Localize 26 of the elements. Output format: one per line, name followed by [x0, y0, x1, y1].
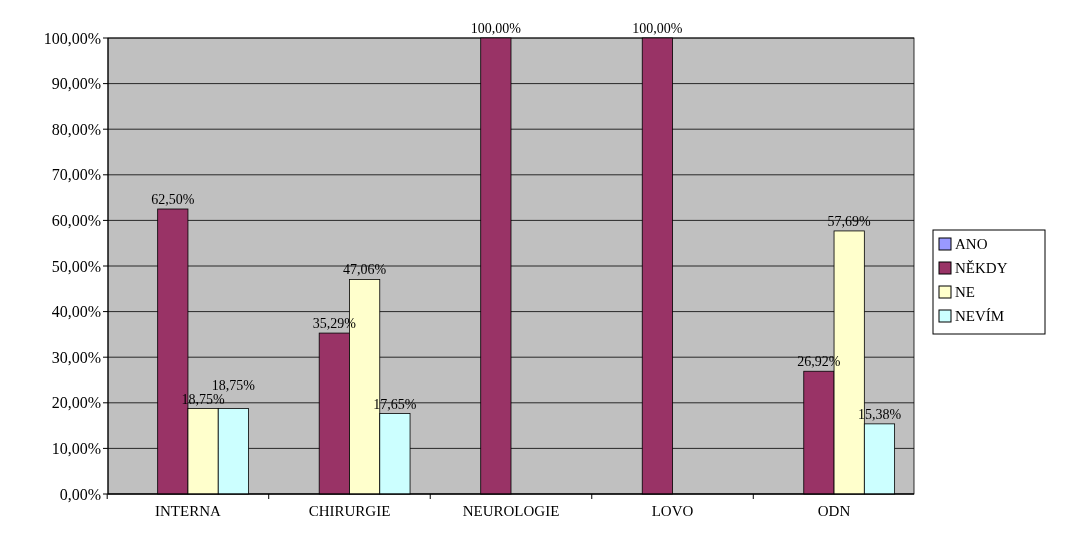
data-label: 47,06%: [343, 262, 387, 278]
x-tick-label: CHIRURGIE: [308, 503, 391, 519]
x-tick-label: INTERNA: [155, 503, 222, 519]
y-tick-label: 10,00%: [51, 440, 101, 457]
data-label: 100,00%: [632, 21, 683, 36]
y-tick-label: 90,00%: [51, 75, 101, 93]
legend-label: NEVÍM: [955, 308, 1005, 324]
y-tick-label: 20,00%: [51, 394, 101, 412]
y-tick-label: 60,00%: [51, 212, 101, 229]
y-tick-label: 40,00%: [51, 303, 101, 321]
legend-label: NĚKDY: [955, 260, 1008, 276]
y-tick-label: 50,00%: [51, 257, 101, 275]
x-tick-label: ODN: [817, 503, 851, 519]
x-tick-label: NEUROLOGIE: [462, 503, 560, 519]
y-tick-label: 30,00%: [51, 348, 101, 366]
y-tick-label: 80,00%: [51, 120, 101, 138]
data-label: 100,00%: [470, 21, 522, 36]
y-tick-label: 0,00%: [59, 485, 101, 503]
y-tick-label: 70,00%: [51, 166, 101, 184]
legend-label: ANO: [955, 236, 988, 252]
data-label: 62,50%: [151, 192, 195, 207]
data-label: 26,92%: [797, 354, 841, 370]
data-label: 18,75%: [211, 377, 256, 393]
legend-label: NE: [955, 284, 975, 300]
y-tick-label: 100,00%: [43, 29, 101, 47]
x-tick-label: LOVO: [651, 503, 694, 519]
